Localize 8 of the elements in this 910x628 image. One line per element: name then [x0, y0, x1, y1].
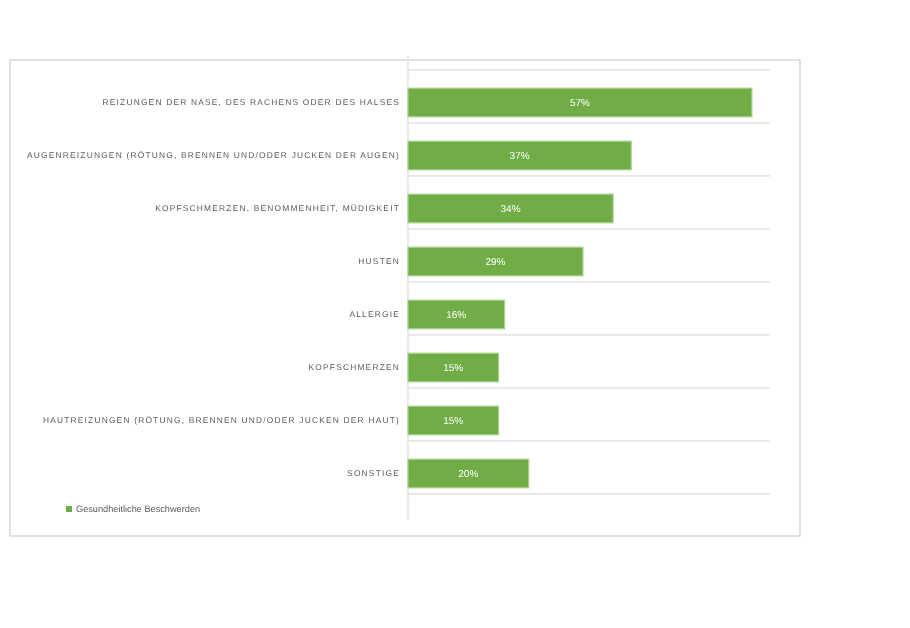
bar	[407, 352, 500, 383]
bar	[407, 405, 500, 436]
bar	[407, 458, 530, 489]
bar	[407, 140, 632, 171]
bar	[407, 299, 506, 330]
bar	[407, 246, 584, 277]
bar	[407, 87, 753, 118]
bar	[407, 193, 614, 224]
